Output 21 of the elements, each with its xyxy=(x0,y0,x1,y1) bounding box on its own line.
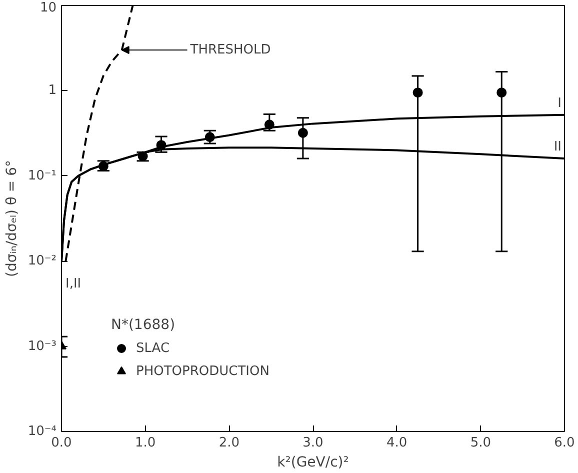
series-label: I xyxy=(558,96,562,111)
x-tick-label: 0.0 xyxy=(51,436,72,450)
annotation: THRESHOLD xyxy=(189,42,271,58)
legend-label: PHOTOPRODUCTION xyxy=(136,364,270,378)
x-tick-label: 1.0 xyxy=(134,436,156,450)
y-tick-label: 10⁻² xyxy=(28,254,57,269)
y-tick-label: 1 xyxy=(48,83,57,98)
x-tick-label: 4.0 xyxy=(386,436,408,450)
legend-title: N*(1688) xyxy=(111,317,176,333)
x-tick-label: 6.0 xyxy=(554,436,575,450)
x-tick-label: 3.0 xyxy=(302,436,324,450)
legend-label: SLAC xyxy=(136,340,170,356)
annotation: I,II xyxy=(66,276,82,292)
y-tick-label: 10 xyxy=(40,0,57,16)
x-axis-title: k²(GeV/c)² xyxy=(277,454,349,470)
x-tick-label: 5.0 xyxy=(470,436,492,450)
y-tick-label: 10⁻¹ xyxy=(28,168,57,184)
y-tick-label: 10⁻³ xyxy=(28,338,57,354)
series-label: II xyxy=(554,140,562,155)
x-tick-label: 2.0 xyxy=(218,436,240,450)
y-axis-title: (dσᵢₙ/dσₑₗ) θ = 6° xyxy=(4,160,20,277)
